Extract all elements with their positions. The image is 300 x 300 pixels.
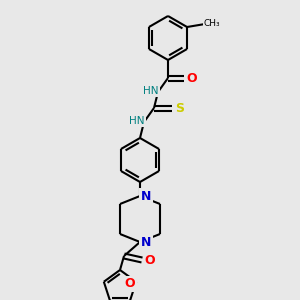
Text: O: O — [145, 254, 155, 266]
Text: O: O — [125, 277, 136, 290]
Text: O: O — [187, 71, 197, 85]
Text: N: N — [141, 236, 151, 248]
Text: CH₃: CH₃ — [204, 20, 220, 28]
Text: HN: HN — [143, 86, 159, 96]
Text: N: N — [141, 190, 151, 202]
Text: S: S — [176, 101, 184, 115]
Text: HN: HN — [129, 116, 145, 126]
